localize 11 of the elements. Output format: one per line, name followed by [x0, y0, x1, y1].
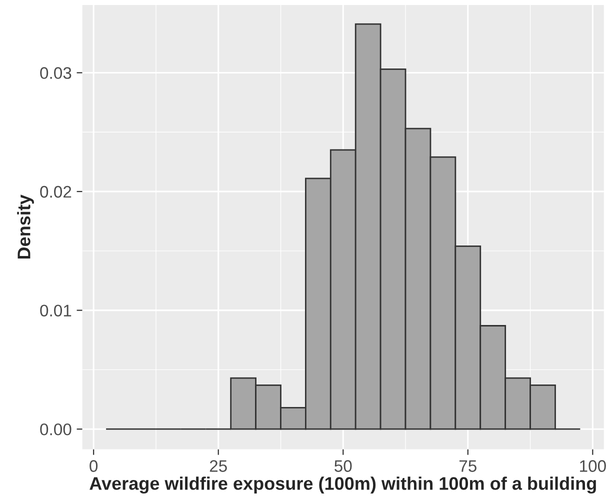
x-tick-label: 50: [334, 460, 352, 472]
y-tick-label: 0.02: [40, 186, 72, 198]
x-tick-label: 25: [210, 460, 227, 472]
x-tick-label: 100: [580, 460, 606, 472]
x-axis-title: Average wildfire exposure (100m) within 100m of a building: [90, 476, 596, 494]
y-axis-title: Density: [17, 194, 34, 259]
x-tick-label: 75: [459, 460, 476, 472]
x-tick-label: 0: [90, 460, 98, 472]
y-tick-label: 0.00: [40, 423, 72, 436]
y-tick-label: 0.03: [40, 67, 72, 79]
y-tick-label: 0.01: [40, 304, 72, 317]
